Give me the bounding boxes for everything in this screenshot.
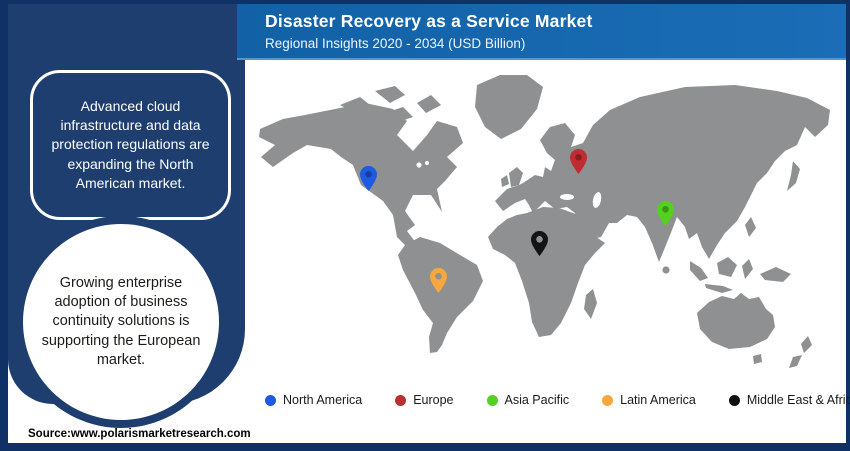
map-pin-middle-east-africa <box>530 231 548 256</box>
legend-item-asia-pacific: Asia Pacific <box>486 393 570 407</box>
legend-label: Asia Pacific <box>504 393 570 407</box>
legend-item-europe: Europe <box>395 393 454 407</box>
page-subtitle: Regional Insights 2020 - 2034 (USD Billi… <box>265 36 526 51</box>
legend-item-north-america: North America <box>265 393 362 407</box>
sri-lanka <box>662 266 670 274</box>
british-isles <box>501 167 523 187</box>
greenland <box>475 75 543 139</box>
legend-label: Europe <box>413 393 454 407</box>
frame-border-top <box>0 0 850 4</box>
callout-europe-text: Growing enterprise adoption of business … <box>41 275 201 368</box>
map-pin-north-america <box>359 166 377 191</box>
legend-dot-latin-america <box>602 394 614 406</box>
legend-label: Latin America <box>620 393 696 407</box>
legend-dot-north-america <box>265 394 276 406</box>
page-title: Disaster Recovery as a Service Market <box>265 11 593 31</box>
legend-dot-asia-pacific <box>486 394 498 406</box>
continent-south-america <box>398 237 483 353</box>
callout-north-america-text: Advanced cloud infrastructure and data p… <box>51 98 210 191</box>
callout-europe: Growing enterprise adoption of business … <box>23 224 219 420</box>
map-legend: North America Europe Asia Pacific Latin … <box>265 393 850 407</box>
legend-label: Middle East & Africa <box>746 393 850 407</box>
legend-label: North America <box>283 393 363 407</box>
arctic-islands <box>340 86 441 123</box>
map-pin-latin-america <box>429 268 447 293</box>
legend-item-middle-east-africa: Middle East & Africa <box>728 393 850 407</box>
australia-oceania <box>697 293 812 368</box>
world-map <box>259 75 830 368</box>
legend-dot-middle-east-africa <box>728 394 740 406</box>
header-band: Disaster Recovery as a Service Market Re… <box>237 4 846 60</box>
frame-border-bottom <box>0 443 850 451</box>
southeast-asia-islands <box>690 217 791 293</box>
frame-border-right <box>846 0 850 451</box>
source-attribution: Source:www.polarismarketresearch.com <box>28 428 251 440</box>
map-pin-europe <box>569 149 587 174</box>
continent-africa <box>488 207 605 337</box>
legend-item-latin-america: Latin America <box>602 393 696 407</box>
legend-dot-europe <box>395 394 407 406</box>
japan <box>787 161 800 191</box>
callout-north-america: Advanced cloud infrastructure and data p… <box>30 70 231 220</box>
map-pin-asia-pacific <box>656 201 674 226</box>
map-area: North America Europe Asia Pacific Latin … <box>245 60 850 443</box>
frame-border-left <box>0 0 8 451</box>
